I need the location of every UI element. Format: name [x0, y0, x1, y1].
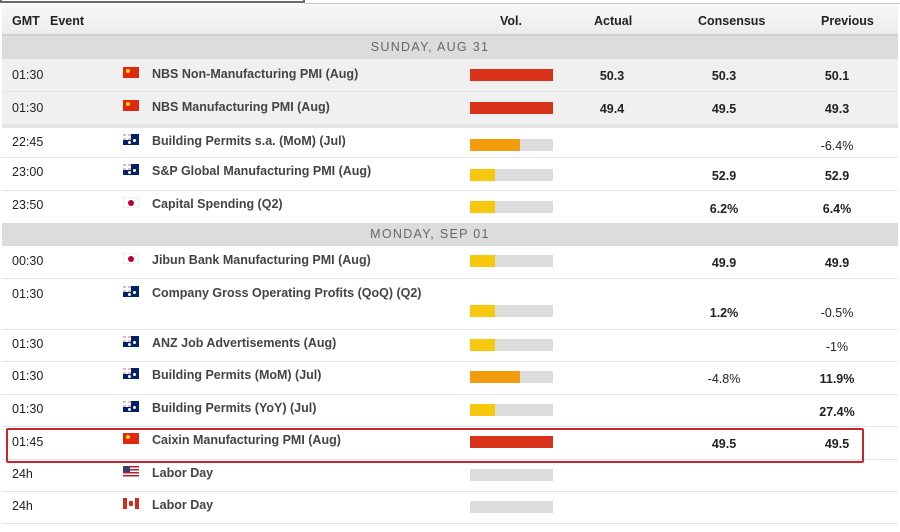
- event-time: 00:30: [12, 254, 44, 268]
- japan-flag-icon: [123, 253, 139, 264]
- event-time: 01:30: [12, 101, 44, 115]
- event-time: 23:50: [12, 198, 44, 212]
- divider: [305, 3, 900, 4]
- consensus-value: 6.2%: [709, 202, 739, 216]
- date-separator-monday: MONDAY, SEP 01: [2, 223, 898, 246]
- header-actual[interactable]: Actual: [594, 14, 633, 28]
- event-time: 24h: [12, 499, 33, 513]
- volatility-bar: [470, 69, 553, 81]
- event-time: 22:45: [12, 135, 44, 149]
- previous-value: -1%: [825, 340, 849, 354]
- event-time: 01:30: [12, 369, 44, 383]
- event-name[interactable]: NBS Non-Manufacturing PMI (Aug): [152, 67, 359, 81]
- volatility-bar: [470, 371, 553, 383]
- previous-value: 50.1: [824, 69, 850, 83]
- event-name[interactable]: Caixin Manufacturing PMI (Aug): [152, 433, 341, 447]
- header-event[interactable]: Event: [50, 14, 85, 28]
- volatility-bar: [470, 139, 553, 151]
- economic-calendar-table: GMT Event Vol. Actual Consensus Previous…: [2, 4, 898, 524]
- volatility-bar: [470, 339, 553, 351]
- volatility-bar: [470, 501, 553, 513]
- previous-value: 52.9: [824, 169, 850, 183]
- previous-value: 27.4%: [819, 405, 855, 419]
- header-consensus[interactable]: Consensus: [698, 14, 766, 28]
- top-frame: [0, 0, 900, 4]
- event-time: 01:30: [12, 68, 44, 82]
- event-name[interactable]: Building Permits s.a. (MoM) (Jul): [152, 134, 346, 148]
- china-flag-icon: [123, 67, 139, 78]
- table-row[interactable]: 23:00 S&P Global Manufacturing PMI (Aug)…: [2, 158, 898, 191]
- china-flag-icon: [123, 100, 139, 111]
- volatility-bar: [470, 169, 553, 181]
- consensus-value: -4.8%: [707, 372, 741, 386]
- china-flag-icon: [123, 433, 139, 444]
- table-row-highlighted[interactable]: 01:45 Caixin Manufacturing PMI (Aug) 49.…: [2, 427, 898, 460]
- table-row[interactable]: 01:30 Building Permits (MoM) (Jul) -4.8%…: [2, 362, 898, 395]
- event-time: 01:30: [12, 337, 44, 351]
- event-time: 01:45: [12, 435, 44, 449]
- event-time: 23:00: [12, 165, 44, 179]
- previous-value: 49.3: [824, 102, 850, 116]
- search-box-frame: [0, 0, 305, 3]
- consensus-value: 52.9: [711, 169, 737, 183]
- event-name[interactable]: NBS Manufacturing PMI (Aug): [152, 100, 330, 114]
- volatility-bar: [470, 255, 553, 267]
- header-vol[interactable]: Vol.: [500, 14, 522, 28]
- event-name[interactable]: ANZ Job Advertisements (Aug): [152, 336, 337, 350]
- new-zealand-flag-icon: [123, 134, 139, 145]
- event-name[interactable]: Capital Spending (Q2): [152, 197, 283, 211]
- table-row[interactable]: 24h Labor Day: [2, 460, 898, 492]
- previous-value: 49.5: [824, 437, 850, 451]
- table-row[interactable]: 01:30 Building Permits (YoY) (Jul) 27.4%: [2, 395, 898, 427]
- previous-value: 11.9%: [819, 372, 855, 386]
- header-previous[interactable]: Previous: [821, 14, 874, 28]
- volatility-bar: [470, 469, 553, 481]
- previous-value: 49.9: [824, 256, 850, 270]
- table-row[interactable]: 01:30 NBS Manufacturing PMI (Aug) 49.4 4…: [2, 92, 898, 125]
- canada-flag-icon: [123, 498, 139, 509]
- table-row[interactable]: 24h Labor Day: [2, 492, 898, 524]
- event-time: 01:30: [12, 402, 44, 416]
- australia-flag-icon: [123, 336, 139, 347]
- previous-value: -6.4%: [820, 139, 854, 153]
- consensus-value: 50.3: [711, 69, 737, 83]
- consensus-value: 49.9: [711, 256, 737, 270]
- table-header: GMT Event Vol. Actual Consensus Previous: [2, 4, 898, 36]
- volatility-bar: [470, 404, 553, 416]
- table-row[interactable]: 01:30 ANZ Job Advertisements (Aug) -1%: [2, 330, 898, 362]
- table-row[interactable]: 01:30 NBS Non-Manufacturing PMI (Aug) 50…: [2, 59, 898, 92]
- volatility-bar: [470, 102, 553, 114]
- table-row[interactable]: 00:30 Jibun Bank Manufacturing PMI (Aug)…: [2, 246, 898, 279]
- australia-flag-icon: [123, 401, 139, 412]
- table-row[interactable]: 23:50 Capital Spending (Q2) 6.2% 6.4%: [2, 191, 898, 223]
- australia-flag-icon: [123, 368, 139, 379]
- table-row[interactable]: 01:30 Company Gross Operating Profits (Q…: [2, 279, 898, 330]
- consensus-value: 1.2%: [709, 306, 739, 320]
- event-time: 01:30: [12, 287, 44, 301]
- usa-flag-icon: [123, 466, 139, 477]
- event-time: 24h: [12, 467, 33, 481]
- header-gmt[interactable]: GMT: [12, 14, 40, 28]
- table-row[interactable]: 22:45 Building Permits s.a. (MoM) (Jul) …: [2, 125, 898, 158]
- event-name[interactable]: Labor Day: [152, 498, 214, 512]
- consensus-value: 49.5: [711, 102, 737, 116]
- australia-flag-icon: [123, 164, 139, 175]
- volatility-bar: [470, 305, 553, 317]
- actual-value: 50.3: [599, 69, 625, 83]
- date-separator-sunday: SUNDAY, AUG 31: [2, 36, 898, 59]
- event-name[interactable]: Jibun Bank Manufacturing PMI (Aug): [152, 253, 371, 267]
- previous-value: -0.5%: [820, 306, 854, 320]
- consensus-value: 49.5: [711, 437, 737, 451]
- event-name[interactable]: Company Gross Operating Profits (QoQ) (Q…: [152, 286, 422, 300]
- previous-value: 6.4%: [822, 202, 852, 216]
- event-name[interactable]: Building Permits (YoY) (Jul): [152, 401, 317, 415]
- actual-value: 49.4: [599, 102, 625, 116]
- event-name[interactable]: S&P Global Manufacturing PMI (Aug): [152, 164, 372, 178]
- event-name[interactable]: Building Permits (MoM) (Jul): [152, 368, 322, 382]
- volatility-bar: [470, 436, 553, 448]
- volatility-bar: [470, 201, 553, 213]
- japan-flag-icon: [123, 197, 139, 208]
- event-name[interactable]: Labor Day: [152, 466, 214, 480]
- australia-flag-icon: [123, 286, 139, 297]
